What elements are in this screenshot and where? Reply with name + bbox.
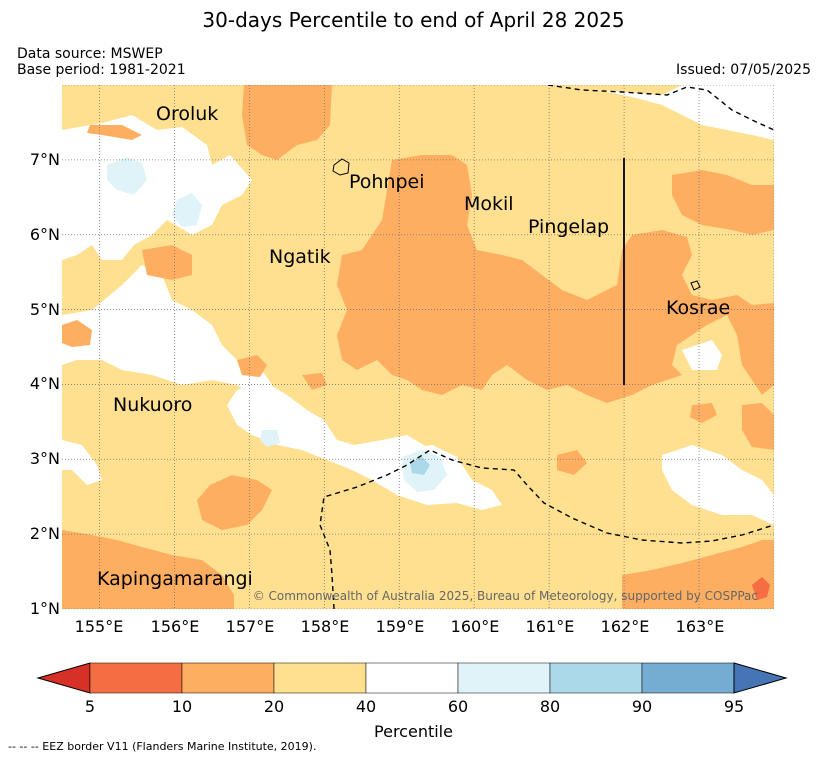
colorbar-bin-10-20 <box>181 662 275 694</box>
place-label-nukuoro: Nukuoro <box>113 394 193 416</box>
lat-label-4n: 4°N <box>29 374 60 393</box>
colorbar-tick-10: 10 <box>171 697 193 716</box>
percentile-map <box>62 85 774 609</box>
colorbar-tick-60: 60 <box>447 697 469 716</box>
place-label-kosrae: Kosrae <box>666 297 731 319</box>
colorbar-bin-80-90 <box>549 662 643 694</box>
place-label-mokil: Mokil <box>464 193 514 215</box>
lon-label-159e: 159°E <box>375 617 425 636</box>
colorbar-bin-40-60 <box>365 662 459 694</box>
lon-label-160e: 160°E <box>450 617 500 636</box>
island-outlines <box>332 158 701 291</box>
lon-label-163e: 163°E <box>675 617 725 636</box>
place-label-ngatik: Ngatik <box>269 246 331 268</box>
colorbar <box>36 662 788 694</box>
colorbar-extend-high <box>733 662 788 694</box>
lat-label-3n: 3°N <box>29 449 60 468</box>
colorbar-tick-5: 5 <box>84 697 96 716</box>
colorbar-bin-20-40 <box>273 662 367 694</box>
regions-10-20 <box>62 85 774 609</box>
eez-border <box>319 85 774 609</box>
lat-label-2n: 2°N <box>29 524 60 543</box>
lon-label-157e: 157°E <box>225 617 275 636</box>
lon-label-156e: 156°E <box>150 617 200 636</box>
colorbar-bin-5-10 <box>89 662 183 694</box>
colorbar-tick-80: 80 <box>539 697 561 716</box>
lon-label-161e: 161°E <box>525 617 575 636</box>
place-label-pingelap: Pingelap <box>528 216 610 238</box>
place-label-pohnpei: Pohnpei <box>349 171 425 193</box>
colorbar-bin-90-95 <box>641 662 735 694</box>
colorbar-tick-40: 40 <box>355 697 377 716</box>
map-title: 30-days Percentile to end of April 28 20… <box>202 8 625 32</box>
issued-date: Issued: 07/05/2025 <box>676 62 811 78</box>
colorbar-tick-90: 90 <box>631 697 653 716</box>
lon-label-155e: 155°E <box>74 617 124 636</box>
data-source: Data source: MSWEP <box>17 46 163 62</box>
colorbar-tick-95: 95 <box>723 697 745 716</box>
eez-legend-note: -- -- -- EEZ border V11 (Flanders Marine… <box>8 740 317 753</box>
lat-label-1n: 1°N <box>29 599 60 618</box>
lon-label-158e: 158°E <box>300 617 350 636</box>
regions-5-10 <box>752 577 770 600</box>
base-period: Base period: 1981-2021 <box>17 62 186 78</box>
lat-label-7n: 7°N <box>29 150 60 169</box>
lat-label-6n: 6°N <box>29 225 60 244</box>
regions-80-90 <box>410 457 430 475</box>
lon-label-162e: 162°E <box>600 617 650 636</box>
regions-40-60 <box>62 85 774 525</box>
gridlines <box>62 85 774 609</box>
copyright-notice: © Commonwealth of Australia 2025, Bureau… <box>252 589 758 603</box>
colorbar-bin-60-80 <box>457 662 551 694</box>
colorbar-tick-20: 20 <box>263 697 285 716</box>
colorbar-label: Percentile <box>374 722 453 741</box>
place-label-kapingamarangi: Kapingamarangi <box>97 568 253 590</box>
map-panel: Oroluk Pohnpei Mokil Pingelap Ngatik Kos… <box>62 85 774 609</box>
place-label-oroluk: Oroluk <box>156 103 219 125</box>
lat-label-5n: 5°N <box>29 300 60 319</box>
colorbar-extend-low <box>36 662 91 694</box>
